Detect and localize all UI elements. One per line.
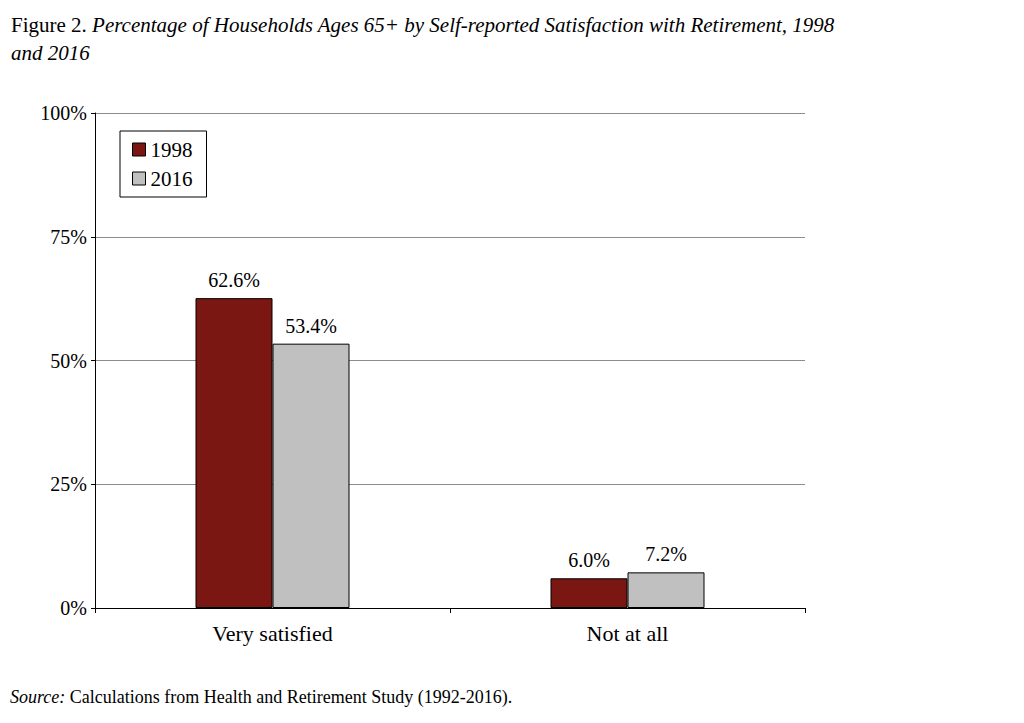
svg-text:53.4%: 53.4%	[285, 315, 337, 337]
svg-text:Source:: Source:	[10, 687, 65, 707]
svg-text:75%: 75%	[50, 226, 87, 248]
svg-text:and 2016: and 2016	[11, 41, 90, 65]
svg-text:Not at all: Not at all	[587, 621, 669, 646]
svg-text:Very satisfied: Very satisfied	[212, 621, 332, 646]
svg-text:Figure 2.: Figure 2.	[11, 13, 87, 37]
svg-text:6.0%: 6.0%	[568, 549, 610, 571]
svg-text:0%: 0%	[60, 597, 87, 619]
svg-text:1998: 1998	[151, 138, 193, 162]
svg-text:50%: 50%	[50, 350, 87, 372]
svg-text:62.6%: 62.6%	[208, 269, 260, 291]
svg-text:Percentage of Households Ages: Percentage of Households Ages 65+ by Sel…	[87, 13, 840, 37]
svg-text:25%: 25%	[50, 473, 87, 495]
svg-text:Calculations from Health and R: Calculations from Health and Retirement …	[65, 687, 512, 708]
svg-text:100%: 100%	[40, 102, 87, 124]
svg-text:7.2%: 7.2%	[645, 543, 687, 565]
svg-text:2016: 2016	[151, 167, 193, 191]
